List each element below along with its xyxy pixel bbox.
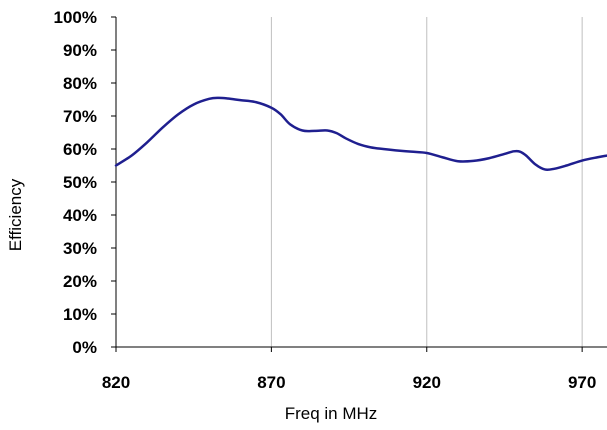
x-tick-label: 820 <box>102 373 130 392</box>
y-tick-label: 10% <box>63 305 97 324</box>
y-tick-label: 70% <box>63 107 97 126</box>
x-tick-label: 870 <box>257 373 285 392</box>
x-tick-label: 920 <box>413 373 441 392</box>
x-axis-label: Freq in MHz <box>285 404 378 423</box>
x-tick-label: 970 <box>568 373 596 392</box>
series-lines <box>114 96 607 172</box>
y-tick-label: 20% <box>63 272 97 291</box>
axes <box>111 16 607 352</box>
y-axis-label: Efficiency <box>6 178 25 251</box>
y-tick-label: 0% <box>72 338 97 357</box>
gridlines <box>270 17 583 347</box>
y-tick-label: 30% <box>63 239 97 258</box>
x-tick-labels: 820 870 920 970 <box>102 373 597 392</box>
y-tick-labels: 0% 10% 20% 30% 40% 50% 60% 70% 80% 90% 100% <box>54 8 97 357</box>
y-tick-label: 100% <box>54 8 97 27</box>
y-tick-label: 90% <box>63 41 97 60</box>
y-tick-label: 60% <box>63 140 97 159</box>
efficiency-series-line <box>114 96 607 172</box>
y-tick-label: 50% <box>63 173 97 192</box>
y-tick-label: 40% <box>63 206 97 225</box>
y-tick-label: 80% <box>63 74 97 93</box>
